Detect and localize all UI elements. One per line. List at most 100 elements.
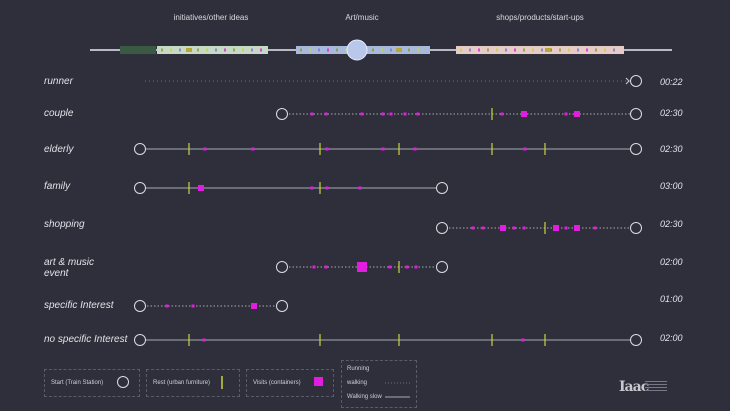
visit-mark-shopping xyxy=(574,225,580,231)
iaac-logo: Iaac xyxy=(619,379,649,395)
visit-mark-couple xyxy=(564,112,568,116)
visit-mark-family xyxy=(358,186,362,190)
category-mark xyxy=(300,48,302,52)
category-mark xyxy=(417,48,419,52)
visit-mark-art-music xyxy=(405,265,409,269)
visit-mark-art-music xyxy=(324,265,328,269)
row-label-runner: runner xyxy=(44,76,73,87)
category-mark xyxy=(505,48,507,52)
visit-mark-elderly xyxy=(325,147,329,151)
category-mark xyxy=(345,48,347,52)
end-node-art-music xyxy=(436,261,448,273)
category-mark xyxy=(613,48,615,52)
train-station-block xyxy=(120,46,156,54)
end-node-specific xyxy=(276,300,288,312)
row-time-art-music: 02:00 xyxy=(660,257,683,267)
visit-mark-family xyxy=(198,185,204,191)
visit-mark-couple xyxy=(574,111,580,117)
visit-mark-couple xyxy=(310,112,314,116)
category-mark xyxy=(496,48,498,52)
category-mark xyxy=(460,48,462,52)
visit-mark-couple xyxy=(360,112,364,116)
category-mark xyxy=(541,48,543,52)
start-node-nonspecific xyxy=(134,334,146,346)
legend-rest: Rest (urban furniture) xyxy=(146,369,240,397)
visit-mark-art-music xyxy=(388,265,392,269)
legend-start-icon xyxy=(117,376,129,388)
visit-mark-nonspecific xyxy=(521,338,525,342)
row-time-runner: 00:22 xyxy=(660,77,683,87)
category-bar-initiatives xyxy=(157,46,268,54)
end-node-couple xyxy=(630,108,642,120)
category-mark xyxy=(197,48,199,52)
start-node-art-music xyxy=(276,261,288,273)
visit-mark-elderly xyxy=(413,147,417,151)
category-label-initiatives: initiatives/other ideas xyxy=(173,13,249,22)
category-mark xyxy=(336,48,338,52)
visit-mark-art-music xyxy=(357,262,367,272)
end-node-nonspecific xyxy=(630,334,642,346)
category-mark xyxy=(186,48,192,52)
visit-mark-family xyxy=(325,186,329,190)
category-label-shops: shops/products/start-ups xyxy=(496,13,584,22)
visit-mark-couple xyxy=(521,111,527,117)
visit-mark-elderly xyxy=(523,147,527,151)
route-arrow-runner xyxy=(625,77,630,85)
row-label-elderly: elderly xyxy=(44,144,74,155)
category-mark xyxy=(408,48,410,52)
legend-walking-slow-label: Walking slow xyxy=(347,394,382,400)
category-mark xyxy=(372,48,374,52)
legend-start-label: Start (Train Station) xyxy=(51,380,104,386)
art-music-node xyxy=(346,39,368,61)
start-node-family xyxy=(134,182,146,194)
visit-mark-couple xyxy=(389,112,393,116)
category-mark xyxy=(390,48,392,52)
category-mark xyxy=(233,48,235,52)
category-mark xyxy=(577,48,579,52)
visit-mark-art-music xyxy=(414,265,418,269)
start-node-shopping xyxy=(436,222,448,234)
row-time-couple: 02:30 xyxy=(660,108,683,118)
row-label-family: family xyxy=(44,181,71,192)
legend-visit-icon xyxy=(314,377,323,386)
visit-mark-specific xyxy=(191,304,195,308)
category-mark xyxy=(327,48,329,52)
category-mark xyxy=(604,48,606,52)
visit-mark-shopping xyxy=(564,226,568,230)
row-label-couple: couple xyxy=(44,108,74,119)
legend-speed: Running walking Walking slow xyxy=(341,360,417,408)
category-mark xyxy=(487,48,489,52)
visit-mark-family xyxy=(310,186,314,190)
category-mark xyxy=(381,48,383,52)
row-label-nonspecific: no specific Interest xyxy=(44,334,128,345)
category-mark xyxy=(161,48,163,52)
row-time-elderly: 02:30 xyxy=(660,144,683,154)
category-mark xyxy=(396,48,402,52)
category-mark xyxy=(586,48,588,52)
row-time-nonspecific: 02:00 xyxy=(660,333,683,343)
visit-mark-specific xyxy=(251,303,257,309)
category-mark xyxy=(224,48,226,52)
category-mark xyxy=(242,48,244,52)
visit-mark-shopping xyxy=(522,226,526,230)
legend-rest-label: Rest (urban furniture) xyxy=(153,380,211,386)
start-node-specific xyxy=(134,300,146,312)
end-node-shopping xyxy=(630,222,642,234)
legend-walking-label: walking xyxy=(347,380,368,386)
visit-mark-shopping xyxy=(500,225,506,231)
category-label-art: Art/music xyxy=(345,13,379,22)
visit-mark-shopping xyxy=(481,226,485,230)
visit-mark-shopping xyxy=(471,226,475,230)
visit-mark-couple xyxy=(324,112,328,116)
category-mark xyxy=(545,48,551,52)
visit-mark-nonspecific xyxy=(202,338,206,342)
category-mark xyxy=(309,48,311,52)
category-mark xyxy=(469,48,471,52)
category-mark xyxy=(170,48,172,52)
end-node-elderly xyxy=(630,143,642,155)
end-node-runner xyxy=(630,75,642,87)
start-node-elderly xyxy=(134,143,146,155)
row-label-art-music: art & music event xyxy=(44,257,95,279)
